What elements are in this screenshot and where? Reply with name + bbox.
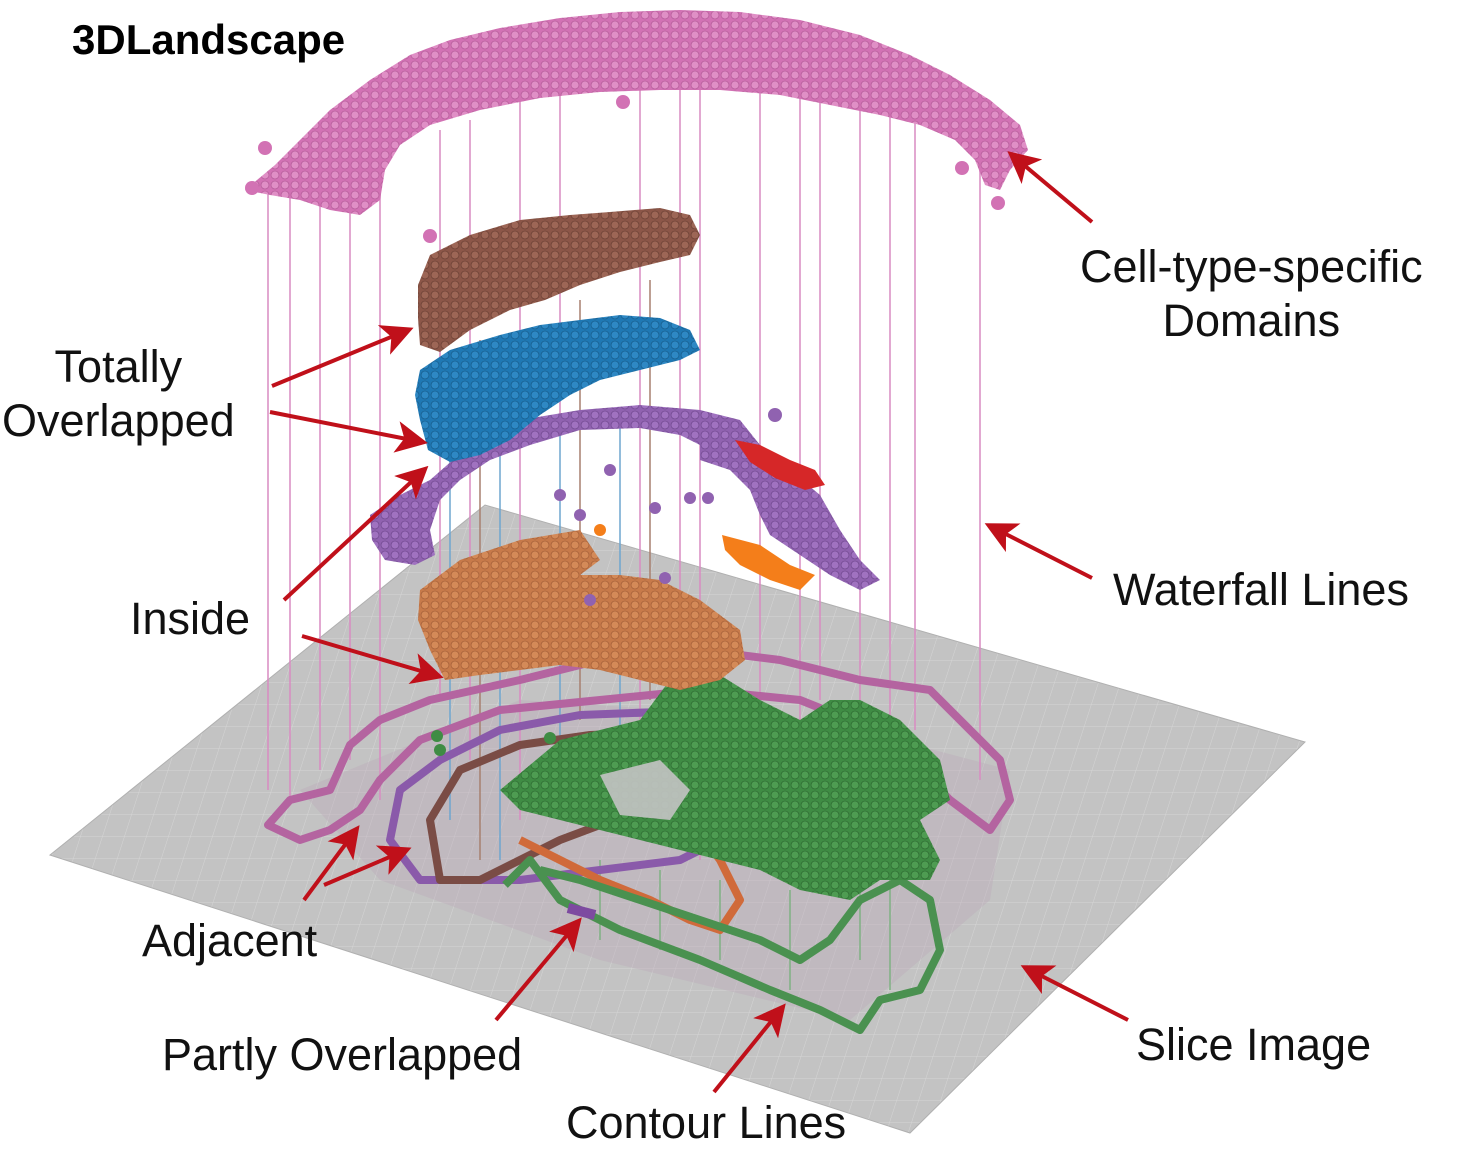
arrow-cell-type-domains — [1007, 151, 1094, 224]
domain-blue — [415, 315, 700, 462]
scatter-dots — [245, 95, 1005, 756]
arrow-totally-overlapped-blue — [269, 410, 428, 453]
arrow-inside-terracotta — [301, 634, 444, 685]
arrow-inside — [282, 465, 429, 602]
annotation-arrows — [269, 151, 1129, 1094]
arrow-contour-lines — [712, 1003, 786, 1094]
label-totally-overlapped: Totally Overlapped — [2, 340, 235, 448]
label-contour-lines: Contour Lines — [566, 1097, 847, 1148]
label-cell-type-domains: Cell-type-specific Domains — [1080, 240, 1423, 348]
contour-green — [502, 856, 944, 1034]
label-cell-type-domains-line1: Cell-type-specific — [1080, 241, 1423, 292]
arrow-partly-overlapped — [494, 917, 582, 1022]
label-slice-image: Slice Image — [1136, 1019, 1372, 1070]
arrow-slice-image — [1020, 965, 1129, 1022]
domain-brown — [418, 208, 700, 352]
label-totally-overlapped-line2: Overlapped — [2, 395, 235, 446]
label-waterfall-lines: Waterfall Lines — [1113, 564, 1409, 615]
domain-green — [500, 675, 950, 900]
domain-red — [735, 440, 825, 490]
label-adjacent: Adjacent — [142, 915, 318, 966]
arrow-waterfall-lines — [984, 523, 1093, 580]
arrow-adjacent-1 — [302, 825, 360, 902]
arrow-adjacent-2 — [323, 845, 412, 887]
arrow-totally-overlapped-brown — [271, 325, 414, 388]
domain-terracotta — [418, 530, 745, 690]
label-partly-overlapped: Partly Overlapped — [162, 1029, 523, 1080]
label-inside: Inside — [130, 593, 251, 644]
figure-title: 3DLandscape — [72, 16, 346, 63]
domain-pink — [245, 10, 1028, 215]
domain-green-hole — [600, 760, 690, 820]
label-totally-overlapped-line1: Totally — [54, 341, 183, 392]
contour-purple-small — [566, 903, 597, 920]
contour-pink — [264, 646, 1014, 844]
label-cell-type-domains-line2: Domains — [1162, 295, 1341, 346]
domain-orange-small — [722, 535, 815, 590]
